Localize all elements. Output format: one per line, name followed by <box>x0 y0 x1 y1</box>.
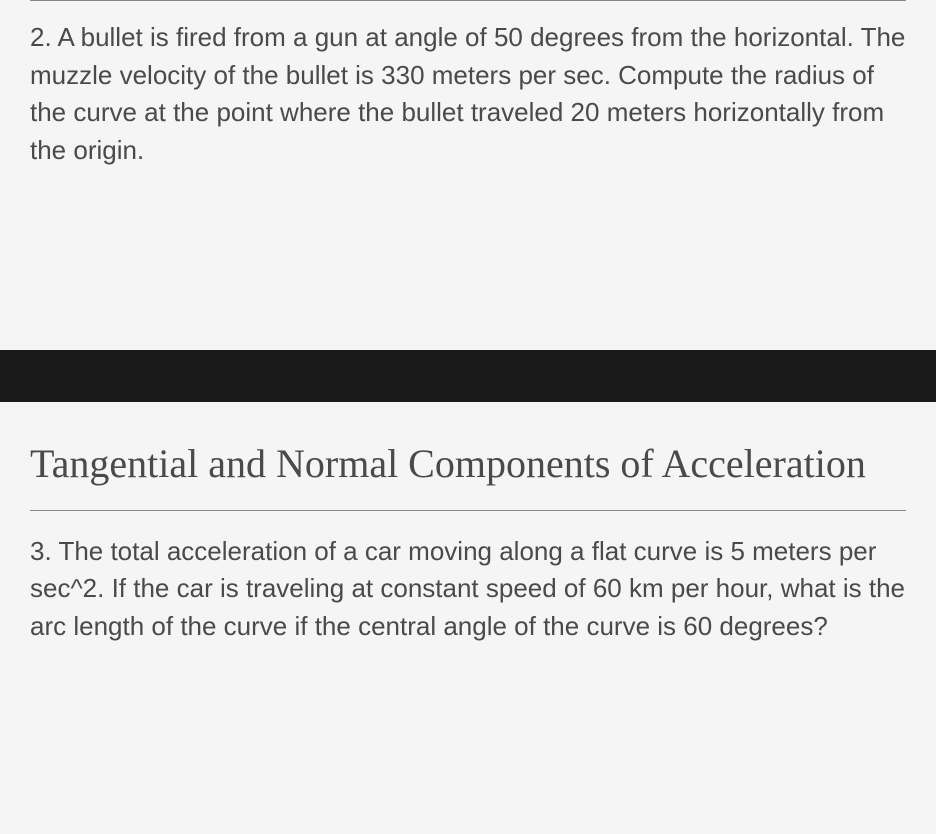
top-section: 2. A bullet is fired from a gun at angle… <box>0 0 936 170</box>
problem-3-text: 3. The total acceleration of a car movin… <box>30 533 906 646</box>
slide-divider-bar <box>0 350 936 402</box>
top-divider-rule <box>30 0 906 1</box>
section-title: Tangential and Normal Components of Acce… <box>30 440 906 488</box>
problem-2-text: 2. A bullet is fired from a gun at angle… <box>30 19 906 170</box>
bottom-section: Tangential and Normal Components of Acce… <box>0 402 936 646</box>
spacer <box>0 170 936 350</box>
bottom-divider-rule <box>30 510 906 511</box>
